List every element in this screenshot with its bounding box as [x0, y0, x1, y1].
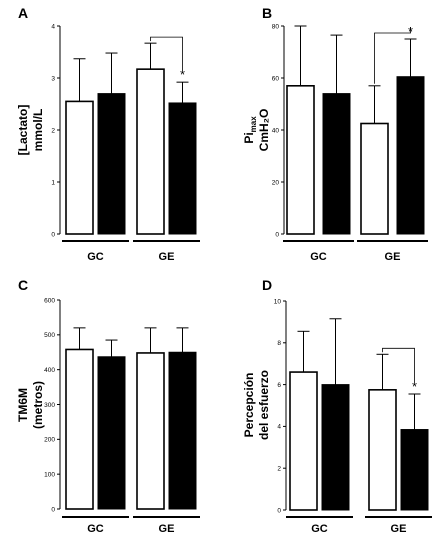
x-group-label: GE [159, 523, 175, 535]
chart-panel-b: B 0 20 40 60 80 PimaxCmH₂O * GC GE [242, 5, 428, 263]
y-tick-label: 600 [44, 297, 55, 304]
y-tick-label: 6 [277, 382, 281, 389]
y-tick-label: 20 [272, 179, 280, 186]
bar-ge-white [136, 68, 165, 235]
bar-gc-black [321, 384, 350, 511]
y-tick-label: 8 [277, 340, 281, 347]
bar-ge-black [168, 351, 197, 510]
bar-ge-black [396, 76, 425, 235]
chart-panel-d: D 0 2 4 6 8 10 Percepcióndel esfuerzo * GC GE [242, 277, 432, 535]
y-axis-label-line: CmH₂O [257, 109, 271, 152]
significance-star: * [412, 379, 417, 394]
bar-gc-black [97, 356, 126, 510]
x-group-label: GC [87, 523, 104, 535]
y-tick-label: 0 [275, 231, 279, 238]
y-tick-label: 10 [274, 298, 282, 305]
y-tick-label: 0 [277, 507, 281, 514]
chart-panel-c: C 0 100 200 300 400 500 600 TM6M(metros) GC GE [16, 277, 200, 535]
y-tick-label: 200 [44, 437, 55, 444]
y-tick-label: 3 [51, 75, 55, 82]
y-tick-label: 0 [51, 231, 55, 238]
y-axis-label-line: (metros) [31, 381, 45, 429]
panel-letter: C [18, 277, 28, 293]
y-axis-label-line: mmol/L [31, 109, 45, 152]
y-axis-label: Percepcióndel esfuerzo [242, 370, 271, 440]
y-axis-label-line: Percepción [242, 373, 256, 438]
x-group-label: GC [311, 523, 328, 535]
significance-bracket [150, 36, 183, 71]
y-tick-label: 2 [277, 466, 281, 473]
bar-ge-white [360, 122, 389, 235]
y-tick-label: 100 [44, 471, 55, 478]
bar-gc-black [322, 93, 351, 235]
significance-bracket [374, 27, 411, 84]
panel-letter: A [18, 5, 28, 21]
x-group-label: GE [391, 523, 407, 535]
y-axis-label-line: [Lactato] [16, 105, 30, 156]
y-tick-label: 400 [44, 367, 55, 374]
bar-gc-white [65, 348, 94, 510]
y-tick-label: 4 [277, 424, 281, 431]
y-tick-label: 40 [272, 127, 280, 134]
y-axis-label-line: TM6M [16, 388, 30, 422]
y-tick-label: 2 [51, 127, 55, 134]
bar-ge-white [136, 352, 165, 510]
y-axis-label-line: Pi [242, 132, 256, 143]
y-axis-label: TM6M(metros) [16, 381, 45, 429]
significance-star: * [180, 67, 185, 82]
x-group-label: GC [87, 251, 104, 263]
bar-gc-white [286, 85, 315, 235]
bar-gc-white [289, 371, 318, 511]
bar-gc-white [65, 100, 94, 235]
x-group-label: GE [159, 251, 175, 263]
significance-star: * [408, 24, 413, 39]
y-tick-label: 4 [51, 23, 55, 30]
y-axis-label-subscript: max [249, 116, 258, 133]
bar-ge-white [368, 389, 397, 511]
y-tick-label: 60 [272, 75, 280, 82]
panel-letter: B [262, 5, 272, 21]
y-tick-label: 500 [44, 332, 55, 339]
x-group-label: GE [385, 251, 401, 263]
y-axis-label-line: del esfuerzo [257, 370, 271, 440]
bar-ge-black [168, 102, 197, 235]
y-tick-label: 300 [44, 402, 55, 409]
y-tick-label: 80 [272, 23, 280, 30]
panel-letter: D [262, 277, 272, 293]
x-group-label: GC [310, 251, 327, 263]
bar-ge-black [400, 429, 429, 511]
y-tick-label: 1 [51, 179, 55, 186]
significance-bracket [382, 347, 415, 383]
chart-panel-a: A 0 1 2 3 4 [Lactato]mmol/L * GC GE [16, 5, 200, 263]
y-axis-label: [Lactato]mmol/L [16, 105, 45, 156]
bar-gc-black [97, 93, 126, 235]
y-tick-label: 0 [51, 506, 55, 513]
y-axis-label: PimaxCmH₂O [242, 109, 271, 152]
